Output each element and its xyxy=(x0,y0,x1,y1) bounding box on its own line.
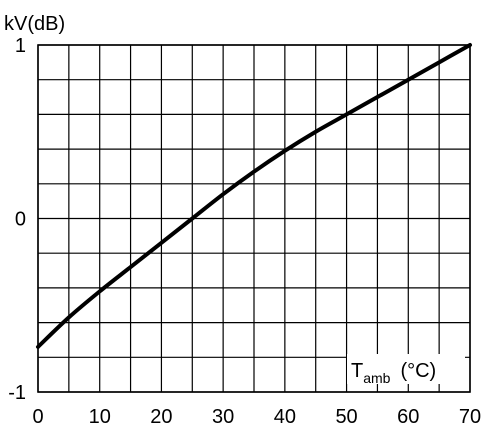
x-tick-label: 0 xyxy=(32,406,43,428)
x-tick-label: 50 xyxy=(335,406,357,428)
series-line-0 xyxy=(36,43,472,349)
plot-border xyxy=(37,44,471,393)
x-axis-label-unit: (°C) xyxy=(400,360,436,382)
x-axis-label-background xyxy=(347,354,465,384)
grid xyxy=(37,44,471,393)
x-axis-label-main: T xyxy=(351,360,363,382)
y-tick-label: 1 xyxy=(15,35,26,57)
svg-text:Tamb(°C): Tamb (°C) xyxy=(351,360,436,386)
tick-labels: 0 10 20 30 40 50 60 70 -1 0 1 xyxy=(8,35,481,428)
y-tick-label: -1 xyxy=(8,382,26,404)
y-axis-label: kV(dB) xyxy=(4,13,65,35)
curve-layer xyxy=(36,43,472,349)
x-tick-label: 10 xyxy=(89,406,111,428)
x-tick-label: 20 xyxy=(150,406,172,428)
x-tick-label: 70 xyxy=(459,406,481,428)
x-axis-label-sub: amb xyxy=(363,370,390,386)
x-axis-label: Tamb (°C) xyxy=(347,354,465,386)
x-tick-label: 60 xyxy=(397,406,419,428)
y-tick-label: 0 xyxy=(15,209,26,231)
x-tick-label: 40 xyxy=(274,406,296,428)
x-tick-label: 30 xyxy=(212,406,234,428)
